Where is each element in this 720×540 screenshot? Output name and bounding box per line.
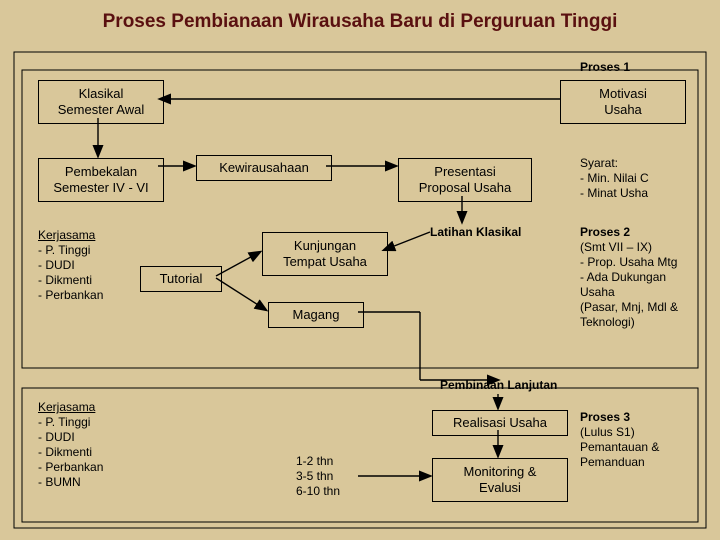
box-motivasi: MotivasiUsaha	[560, 80, 686, 124]
text-syarat: Syarat: - Min. Nilai C - Minat Usha	[580, 156, 649, 201]
text-pembinaan: Pembinaan Lanjutan	[440, 378, 557, 393]
text-proses2: Proses 2(Smt VII – IX)- Prop. Usaha Mtg-…	[580, 225, 710, 330]
text-kerjasama1: Kerjasama- P. Tinggi- DUDI- Dikmenti- Pe…	[38, 228, 168, 303]
box-monitoring: Monitoring &Evalusi	[432, 458, 568, 502]
text-proses3: Proses 3(Lulus S1)Pemantauan &Pemanduan	[580, 410, 710, 470]
box-realisasi: Realisasi Usaha	[432, 410, 568, 436]
page-title: Proses Pembianaan Wirausaha Baru di Perg…	[0, 11, 720, 33]
text-latihan: Latihan Klasikal	[430, 225, 521, 240]
proses1-label: Proses 1	[580, 60, 630, 75]
box-magang: Magang	[268, 302, 364, 328]
box-klasikal: KlasikalSemester Awal	[38, 80, 164, 124]
box-presentasi: PresentasiProposal Usaha	[398, 158, 532, 202]
box-kunjungan: KunjunganTempat Usaha	[262, 232, 388, 276]
text-kerjasama2: Kerjasama- P. Tinggi- DUDI- Dikmenti- Pe…	[38, 400, 168, 490]
box-kewirausahaan: Kewirausahaan	[196, 155, 332, 181]
text-durasi: 1-2 thn 3-5 thn 6-10 thn	[296, 454, 340, 499]
box-pembekalan: PembekalanSemester IV - VI	[38, 158, 164, 202]
